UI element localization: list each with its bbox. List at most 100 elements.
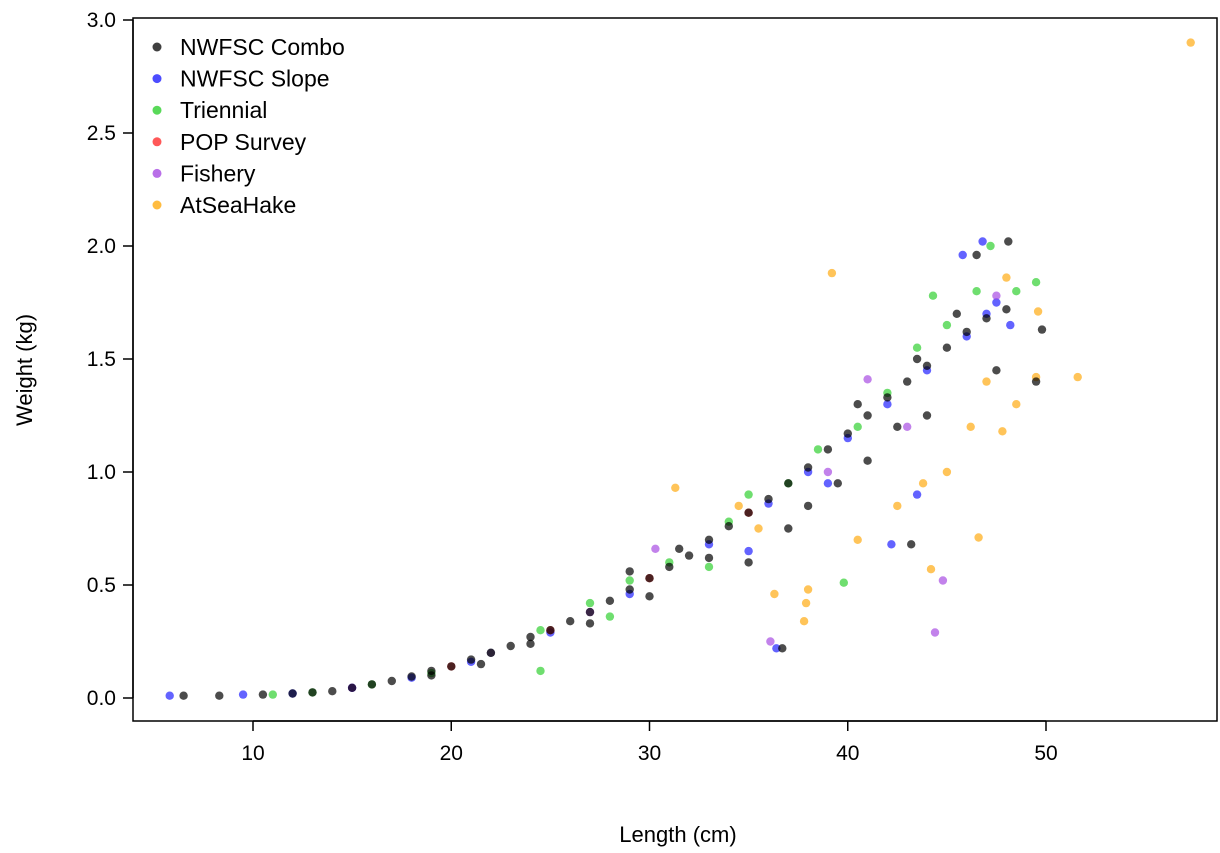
data-point	[938, 576, 948, 585]
series-triennial	[268, 241, 1041, 699]
data-points-layer	[165, 38, 1195, 700]
data-point	[651, 544, 660, 553]
data-point	[972, 250, 981, 260]
data-point	[754, 524, 763, 533]
data-point	[863, 375, 872, 384]
data-point	[585, 619, 595, 628]
data-point	[1012, 400, 1021, 409]
data-point	[893, 422, 902, 431]
data-point	[912, 354, 922, 364]
y-tick-label: 1.5	[87, 348, 116, 371]
data-point	[328, 687, 337, 696]
data-point	[347, 683, 357, 692]
data-point	[978, 237, 987, 246]
data-point	[823, 479, 833, 488]
data-point	[772, 644, 781, 653]
legend-label: Triennial	[180, 97, 267, 123]
data-point	[744, 490, 753, 499]
data-point	[625, 576, 634, 585]
data-point	[928, 291, 938, 300]
data-point	[546, 626, 555, 635]
data-point	[704, 535, 714, 544]
series-atseahake	[671, 38, 1195, 626]
data-point	[883, 393, 892, 402]
data-point	[215, 691, 224, 700]
x-tick-label: 50	[1034, 742, 1057, 765]
x-axis-title: Length (cm)	[619, 822, 736, 847]
legend-label: NWFSC Slope	[180, 66, 330, 92]
data-point	[827, 268, 837, 278]
y-axis: 0.0 0.5 1.0 1.5 2.0 2.5 3.0	[87, 9, 134, 710]
data-point	[942, 467, 952, 477]
data-point	[704, 562, 714, 572]
data-point	[704, 553, 714, 563]
data-point	[744, 558, 753, 567]
legend-marker	[152, 74, 162, 84]
data-point	[853, 422, 862, 431]
data-point	[903, 422, 912, 431]
x-tick-label: 30	[638, 742, 661, 765]
data-point	[476, 659, 486, 669]
data-point	[1031, 278, 1041, 287]
data-point	[930, 628, 940, 637]
data-point	[1006, 320, 1015, 330]
data-point	[992, 291, 1001, 300]
data-point	[972, 287, 981, 296]
data-point	[288, 689, 297, 698]
data-point	[536, 666, 545, 676]
y-tick-label: 1.0	[87, 461, 116, 484]
data-point	[387, 676, 396, 686]
data-point	[922, 361, 932, 370]
series-nwfsc-combo	[179, 237, 1047, 700]
data-point	[367, 680, 377, 689]
data-point	[1004, 237, 1013, 246]
data-point	[982, 314, 991, 323]
data-point	[770, 589, 779, 599]
data-point	[823, 445, 833, 454]
data-point	[958, 250, 967, 260]
data-point	[447, 662, 456, 671]
x-tick-label: 10	[241, 742, 264, 765]
data-point	[922, 411, 932, 420]
data-point	[665, 562, 674, 572]
data-point	[986, 241, 995, 251]
data-point	[803, 463, 813, 472]
data-point	[744, 546, 753, 556]
data-point	[784, 524, 793, 533]
data-point	[778, 644, 787, 653]
data-point	[823, 467, 833, 477]
y-tick-label: 0.5	[87, 574, 116, 597]
data-point	[912, 343, 922, 352]
data-point	[645, 574, 654, 583]
x-tick-label: 20	[440, 742, 463, 765]
data-point	[238, 690, 248, 699]
data-point	[1186, 38, 1195, 47]
y-tick-label: 0.0	[87, 687, 116, 710]
data-point	[992, 366, 1001, 375]
data-point	[907, 540, 916, 549]
legend: NWFSC Combo NWFSC Slope Triennial POP Surve…	[152, 34, 345, 218]
data-point	[974, 533, 983, 542]
data-point	[883, 400, 892, 409]
data-point	[903, 377, 912, 386]
data-point	[926, 565, 936, 574]
data-point	[863, 456, 872, 465]
data-point	[724, 522, 733, 531]
data-point	[466, 655, 476, 664]
legend-marker	[152, 200, 162, 210]
data-point	[536, 626, 545, 635]
data-point	[962, 327, 971, 337]
data-point	[1033, 307, 1043, 316]
data-point	[1031, 377, 1041, 386]
legend-label: NWFSC Combo	[180, 34, 345, 60]
legend-marker	[152, 42, 162, 52]
data-point	[526, 632, 535, 642]
data-point	[605, 612, 615, 621]
data-point	[853, 535, 862, 544]
data-point	[1037, 325, 1047, 334]
data-point	[675, 544, 684, 553]
data-point	[258, 690, 268, 699]
data-point	[625, 585, 634, 594]
